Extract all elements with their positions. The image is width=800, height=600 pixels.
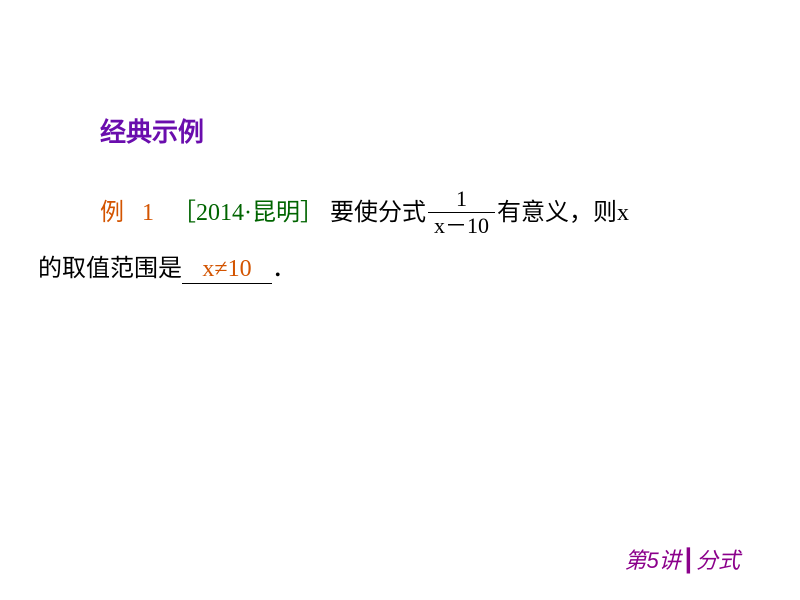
period: ． (272, 256, 296, 282)
text-line2-part1: 的取值范围是 (38, 256, 182, 282)
text-part-2: 有意义，则x (497, 200, 629, 226)
fraction-numerator: 1 (428, 188, 495, 213)
example-label-number: 1 (142, 200, 154, 226)
answer-blank: x≠10 (182, 256, 272, 284)
source-close: ］ (300, 200, 324, 226)
footer-right: 分式 (696, 548, 740, 573)
source-open: ［ (172, 200, 196, 226)
fraction: 1 x－10 (428, 188, 495, 237)
example-line-1: 例1［2014·昆明］ 要使分式 1 x－10 有意义，则x (100, 190, 629, 239)
section-heading: 经典示例 (100, 112, 204, 149)
fraction-denominator: x－10 (428, 213, 495, 237)
footer-left: 第5讲 (624, 548, 680, 573)
answer-value: x≠10 (202, 256, 251, 282)
text-part-1: 要使分式 (324, 200, 426, 226)
slide-page: 经典示例 例1［2014·昆明］ 要使分式 1 x－10 有意义，则x 的取值范… (0, 0, 800, 600)
source-text: 2014·昆明 (196, 200, 300, 226)
footer: 第5讲┃分式 (624, 543, 740, 575)
example-line-2: 的取值范围是 x≠10 ． (38, 248, 296, 284)
example-label-prefix: 例 (100, 200, 142, 226)
footer-bar: ┃ (682, 548, 695, 573)
